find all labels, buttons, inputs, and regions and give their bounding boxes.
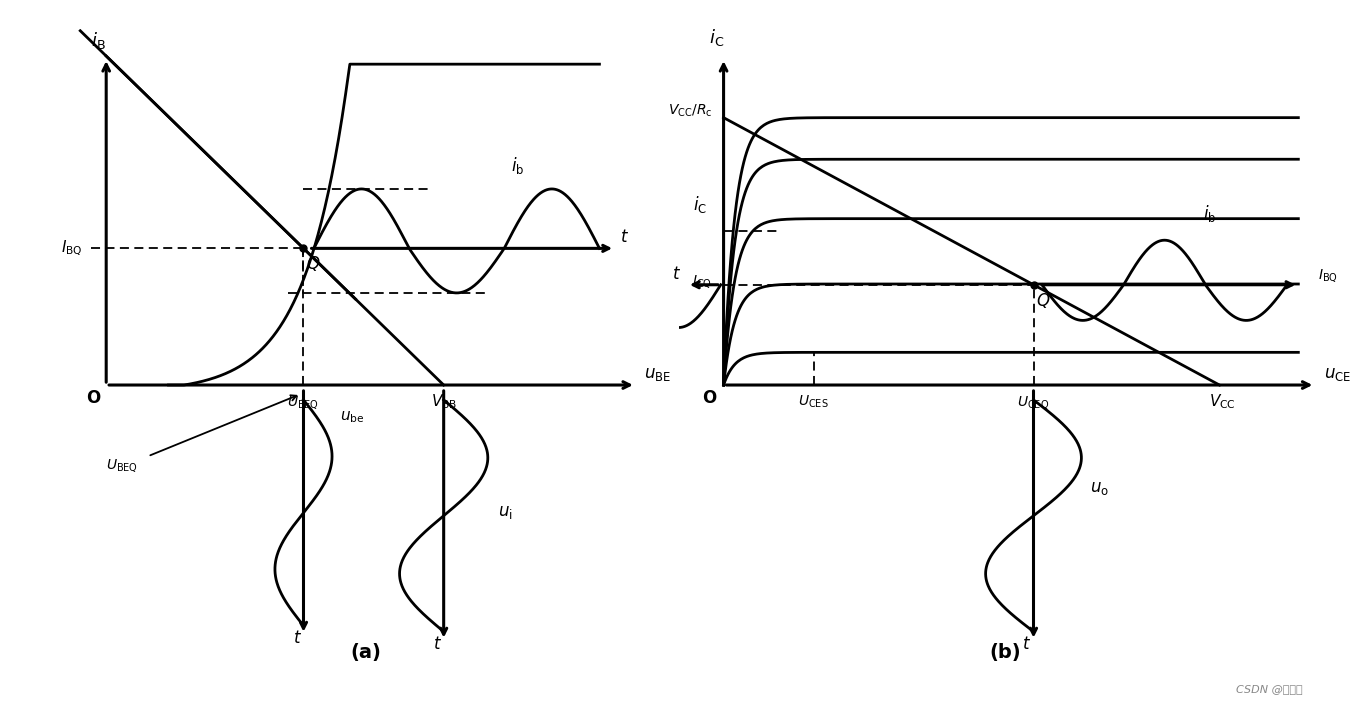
Text: $u_\mathrm{o}$: $u_\mathrm{o}$	[1090, 479, 1109, 497]
Text: (b): (b)	[989, 643, 1022, 662]
Text: $V_\mathrm{CC}/R_\mathrm{c}$: $V_\mathrm{CC}/R_\mathrm{c}$	[668, 103, 712, 119]
Text: $i_\mathrm{C}$: $i_\mathrm{C}$	[692, 195, 707, 215]
Text: $Q$: $Q$	[307, 254, 320, 273]
Text: $t$: $t$	[293, 630, 303, 647]
Text: $t$: $t$	[1022, 635, 1031, 653]
Text: CSDN @妖鲁唠: CSDN @妖鲁唠	[1236, 684, 1303, 694]
Text: $U_\mathrm{BEQ}$: $U_\mathrm{BEQ}$	[106, 456, 138, 473]
Text: $u_\mathrm{BE}$: $u_\mathrm{BE}$	[643, 365, 670, 383]
Text: $I_\mathrm{CQ}$: $I_\mathrm{CQ}$	[692, 273, 712, 290]
Text: $I_\mathrm{BQ}$: $I_\mathrm{BQ}$	[61, 239, 83, 258]
Text: (a): (a)	[350, 643, 381, 662]
Text: $U_\mathrm{CEQ}$: $U_\mathrm{CEQ}$	[1018, 394, 1049, 411]
Text: $U_\mathrm{BEQ}$: $U_\mathrm{BEQ}$	[288, 394, 319, 411]
Text: $V_\mathrm{CC}$: $V_\mathrm{CC}$	[1209, 392, 1236, 411]
Text: $t$: $t$	[672, 265, 681, 283]
Text: $t$: $t$	[433, 635, 442, 653]
Text: $i_\mathrm{b}$: $i_\mathrm{b}$	[512, 155, 525, 176]
Text: O: O	[703, 389, 716, 407]
Text: $i_\mathrm{B}$: $i_\mathrm{B}$	[91, 31, 106, 51]
Text: $V_\mathrm{BB}$: $V_\mathrm{BB}$	[430, 392, 457, 411]
Text: $t$: $t$	[620, 228, 630, 247]
Text: O: O	[85, 389, 100, 407]
Text: $I_\mathrm{BQ}$: $I_\mathrm{BQ}$	[1318, 267, 1338, 284]
Text: $i_\mathrm{C}$: $i_\mathrm{C}$	[710, 27, 725, 48]
Text: $u_\mathrm{be}$: $u_\mathrm{be}$	[339, 410, 364, 426]
Text: $u_\mathrm{CE}$: $u_\mathrm{CE}$	[1323, 365, 1352, 383]
Text: $Q$: $Q$	[1037, 291, 1050, 309]
Text: $u_\mathrm{i}$: $u_\mathrm{i}$	[498, 503, 513, 520]
Text: $i_\mathrm{b}$: $i_\mathrm{b}$	[1202, 203, 1216, 225]
Text: $U_\mathrm{CES}$: $U_\mathrm{CES}$	[798, 394, 829, 410]
